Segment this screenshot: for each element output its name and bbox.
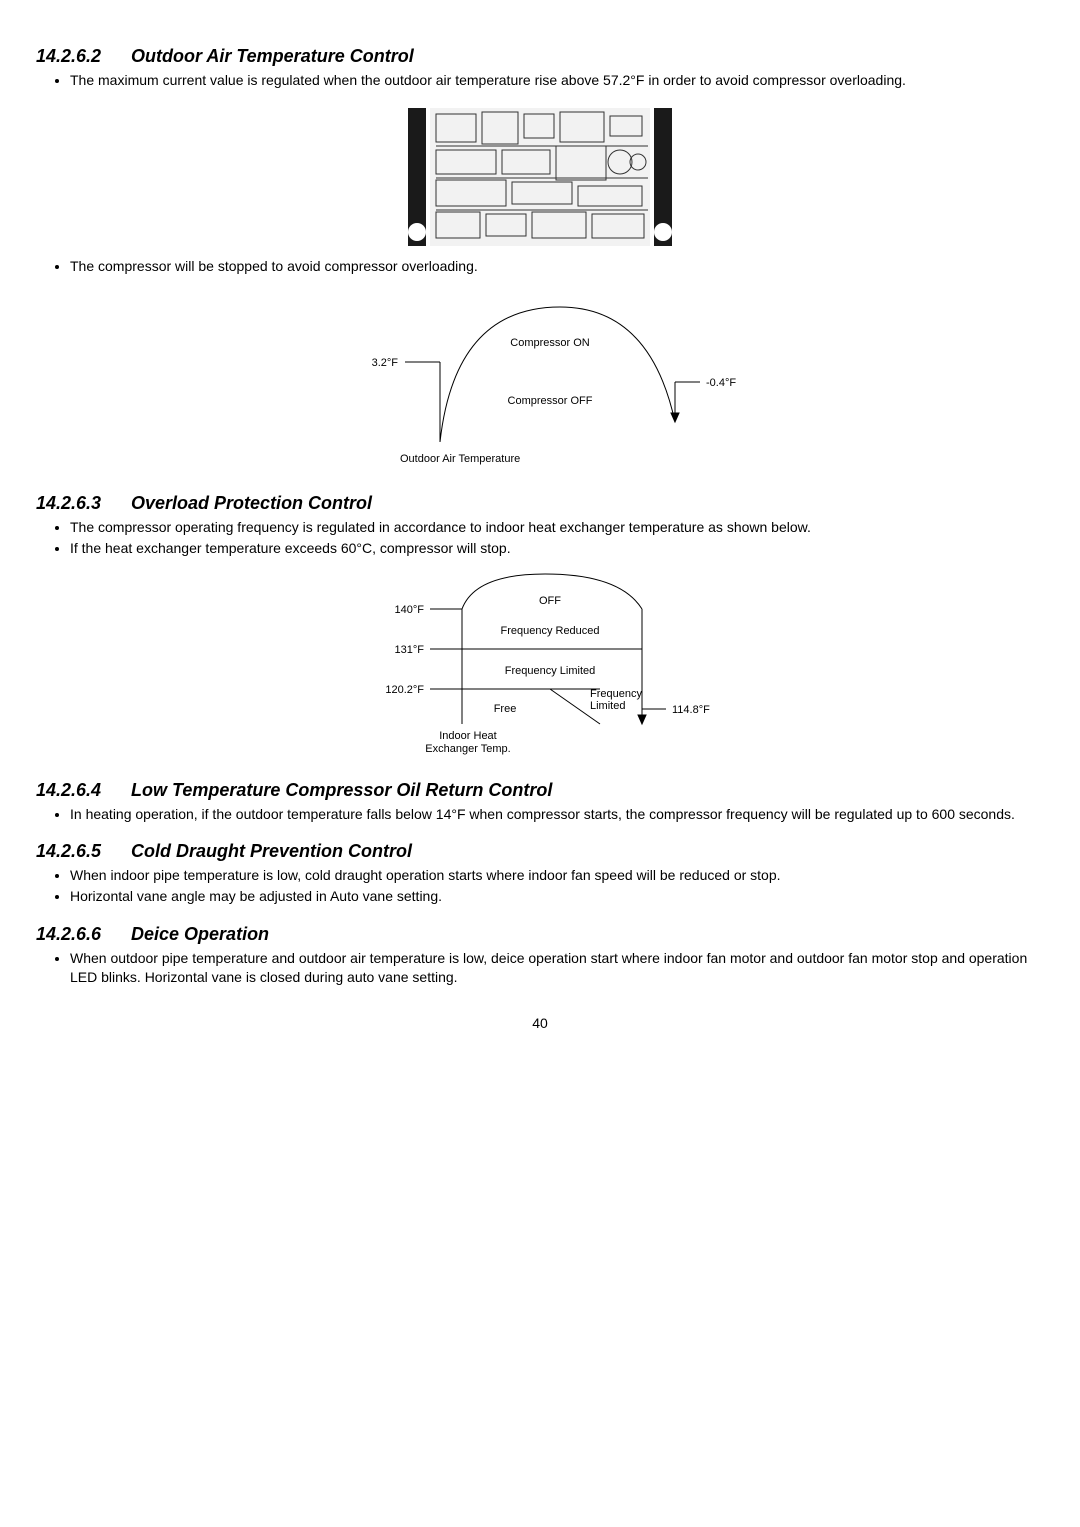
bullet-item: In heating operation, if the outdoor tem… [70,805,1044,824]
bullet-list: The compressor will be stopped to avoid … [36,257,1044,276]
bullet-list: When outdoor pipe temperature and outdoo… [36,949,1044,987]
bullet-item: The compressor will be stopped to avoid … [70,257,1044,276]
temp-131: 131°F [395,644,425,656]
compressor-curve-svg: 3.2°F -0.4°F Compressor ON Compressor OF… [340,282,740,475]
heading-14-2-6-3: 14.2.6.3 Overload Protection Control [36,493,1044,514]
section-number: 14.2.6.4 [36,780,126,801]
bullet-item: The maximum current value is regulated w… [70,71,1044,90]
bullet-item: If the heat exchanger temperature exceed… [70,539,1044,558]
bullet-list: In heating operation, if the outdoor tem… [36,805,1044,824]
section-title: Outdoor Air Temperature Control [131,46,414,66]
axis-label-l1: Indoor Heat [439,730,496,742]
section-number: 14.2.6.6 [36,924,126,945]
overload-diagram-svg: 140°F 131°F 120.2°F 114.8°F OFF Frequenc… [350,564,730,762]
compressor-off-label: Compressor OFF [508,395,593,407]
bullet-list: When indoor pipe temperature is low, col… [36,866,1044,906]
section-title: Low Temperature Compressor Oil Return Co… [131,780,552,800]
section-title: Deice Operation [131,924,269,944]
compressor-on-label: Compressor ON [510,337,590,349]
page-number: 40 [36,1015,1044,1031]
left-temp-label: 3.2°F [372,357,399,369]
label-freq-limited: Frequency Limited [505,665,596,677]
label-freq-lim2-l1: Frequency [590,688,642,700]
axis-label: Outdoor Air Temperature [400,453,520,465]
section-title: Cold Draught Prevention Control [131,841,412,861]
bullet-item: When outdoor pipe temperature and outdoo… [70,949,1044,987]
pcb-image [400,102,680,255]
pcb-figure [36,96,1044,255]
label-freq-lim2-l2: Limited [590,700,625,712]
bullet-item: When indoor pipe temperature is low, col… [70,866,1044,885]
temp-140: 140°F [395,604,425,616]
bullet-list: The maximum current value is regulated w… [36,71,1044,90]
label-off: OFF [539,595,561,607]
bullet-list: The compressor operating frequency is re… [36,518,1044,558]
label-freq-reduced: Frequency Reduced [500,625,599,637]
section-number: 14.2.6.5 [36,841,126,862]
heading-14-2-6-6: 14.2.6.6 Deice Operation [36,924,1044,945]
axis-label-l2: Exchanger Temp. [425,743,510,755]
section-number: 14.2.6.3 [36,493,126,514]
section-number: 14.2.6.2 [36,46,126,67]
heading-14-2-6-2: 14.2.6.2 Outdoor Air Temperature Control [36,46,1044,67]
overload-diagram-figure: 140°F 131°F 120.2°F 114.8°F OFF Frequenc… [36,564,1044,762]
right-temp-label: -0.4°F [706,377,736,389]
label-free: Free [494,703,517,715]
heading-14-2-6-5: 14.2.6.5 Cold Draught Prevention Control [36,841,1044,862]
temp-120: 120.2°F [385,684,424,696]
compressor-curve-figure: 3.2°F -0.4°F Compressor ON Compressor OF… [36,282,1044,475]
bullet-item: The compressor operating frequency is re… [70,518,1044,537]
temp-114: 114.8°F [672,704,710,716]
heading-14-2-6-4: 14.2.6.4 Low Temperature Compressor Oil … [36,780,1044,801]
section-title: Overload Protection Control [131,493,372,513]
bullet-item: Horizontal vane angle may be adjusted in… [70,887,1044,906]
